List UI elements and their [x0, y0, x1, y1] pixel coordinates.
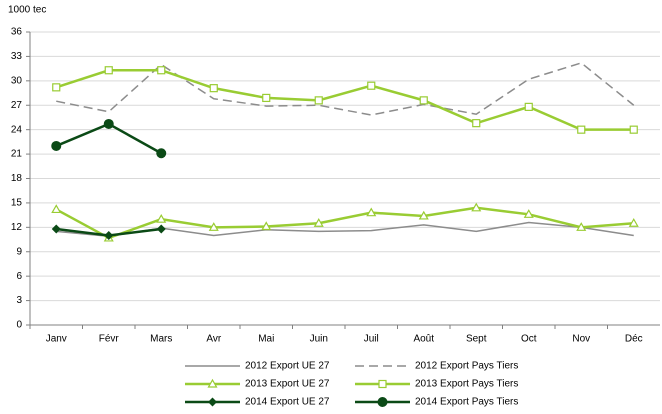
marker — [104, 66, 113, 75]
x-tick-label: Juil — [364, 334, 379, 345]
y-tick-label: 3 — [16, 295, 22, 306]
marker — [314, 96, 323, 105]
x-tick-label: Mars — [150, 334, 172, 345]
y-tick-label: 12 — [11, 222, 23, 233]
marker — [51, 140, 62, 151]
y-tick-label: 15 — [11, 198, 23, 209]
marker — [419, 96, 428, 105]
y-tick-label: 33 — [11, 51, 23, 62]
y-tick-label: 24 — [11, 124, 23, 135]
marker — [103, 118, 114, 129]
marker — [208, 222, 219, 231]
x-tick-label: Févr — [99, 334, 120, 345]
marker — [418, 210, 429, 220]
series-line — [55, 69, 634, 131]
marker — [156, 148, 167, 159]
marker — [51, 204, 62, 214]
y-tick-label: 9 — [16, 246, 22, 257]
y-tick-label: 18 — [11, 173, 23, 184]
marker — [524, 102, 533, 111]
legend-label: 2014 Export Pays Tiers — [415, 397, 518, 408]
marker — [104, 230, 114, 240]
y-tick-label: 0 — [16, 320, 22, 331]
marker — [378, 379, 387, 389]
marker — [523, 209, 534, 218]
marker — [628, 218, 639, 227]
marker — [208, 397, 217, 407]
y-tick-label: 6 — [16, 271, 22, 282]
legend-label: 2013 Export UE 27 — [245, 379, 330, 390]
x-tick-label: Mai — [258, 334, 274, 345]
x-tick-label: Nov — [572, 334, 590, 345]
series-line — [55, 206, 634, 240]
marker — [366, 207, 377, 217]
x-tick-label: Janv — [46, 334, 67, 345]
y-tick-label: 21 — [11, 149, 23, 160]
marker — [377, 397, 388, 407]
marker — [472, 119, 481, 128]
y-tick-label: 27 — [11, 100, 23, 111]
marker — [367, 81, 376, 90]
x-tick-label: Juin — [310, 334, 328, 345]
marker — [156, 224, 166, 234]
marker — [313, 218, 324, 227]
legend-label: 2012 Export UE 27 — [245, 361, 330, 372]
marker — [261, 221, 272, 231]
x-tick-label: Déc — [625, 334, 643, 345]
y-tick-label: 30 — [11, 75, 23, 86]
legend-label: 2014 Export UE 27 — [245, 397, 330, 408]
series-line — [56, 62, 635, 116]
marker — [262, 93, 271, 103]
marker — [576, 222, 587, 231]
legend-label: 2013 Export Pays Tiers — [415, 379, 518, 390]
marker — [157, 66, 166, 75]
marker — [471, 202, 482, 212]
x-tick-label: Oct — [521, 334, 537, 345]
marker — [51, 224, 61, 234]
y-axis-label: 1000 tec — [8, 5, 46, 16]
marker — [629, 125, 638, 134]
marker — [52, 83, 61, 92]
marker — [156, 213, 167, 223]
legend-label: 2012 Export Pays Tiers — [415, 361, 518, 372]
x-tick-label: Août — [413, 334, 434, 345]
marker — [207, 378, 218, 388]
marker — [209, 84, 218, 93]
x-tick-label: Sept — [466, 334, 487, 345]
x-tick-label: Avr — [206, 334, 221, 345]
marker — [577, 125, 586, 134]
y-tick-label: 36 — [11, 27, 23, 38]
